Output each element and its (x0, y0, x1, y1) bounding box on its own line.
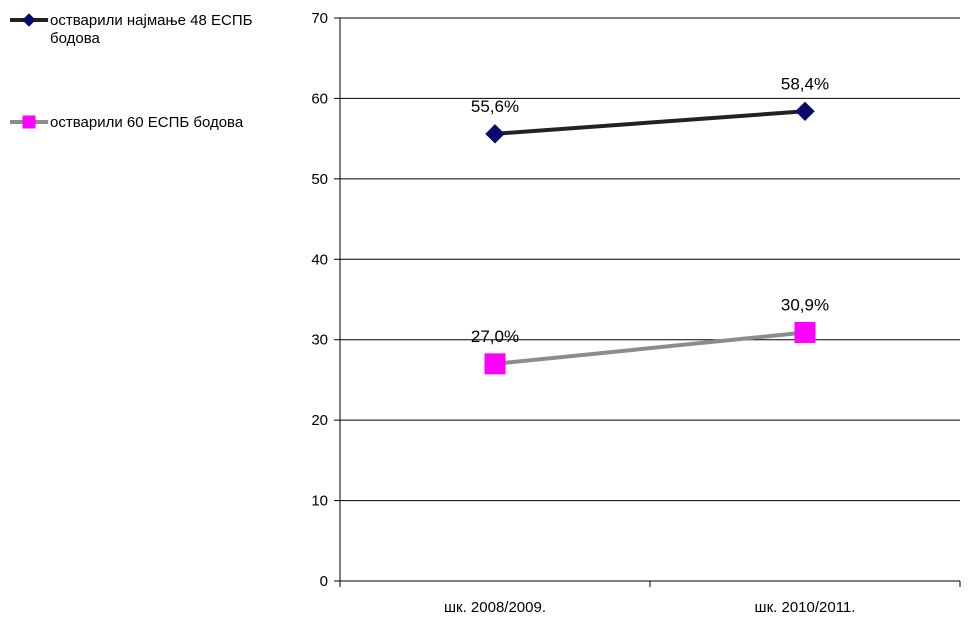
legend-marker (22, 13, 36, 27)
legend-item-2: остварили 60 ЕСПБ бодова (10, 114, 244, 131)
data-label: 30,9% (781, 295, 829, 314)
data-point (794, 321, 816, 343)
legend-marker (22, 115, 36, 129)
x-axis-ticks: шк. 2008/2009. шк. 2010/2011. (339, 581, 961, 616)
y-tick-label: 0 (320, 573, 328, 590)
legend-label: остварили 60 ЕСПБ бодова (50, 114, 244, 131)
legend-label: остварили најмање 48 ЕСПБ бодова (50, 12, 253, 47)
y-tick-label: 40 (311, 251, 328, 268)
x-tick-label: шк. 2010/2011. (755, 599, 856, 616)
y-tick-label: 10 (311, 493, 328, 510)
y-tick-label: 50 (311, 171, 328, 188)
legend: остварили најмање 48 ЕСПБ бодова остварили… (10, 12, 253, 131)
gridlines (340, 17, 960, 502)
data-label: 58,4% (781, 74, 829, 93)
data-point (484, 353, 506, 375)
axes (339, 18, 960, 582)
series-line (494, 330, 806, 366)
y-tick-label: 60 (311, 90, 328, 107)
series-line (494, 109, 806, 136)
y-tick-label: 30 (311, 332, 328, 349)
x-tick-label: шк. 2008/2009. (444, 599, 546, 616)
legend-item-1: остварили најмање 48 ЕСПБ бодова (10, 12, 253, 47)
y-tick-label: 70 (311, 10, 328, 27)
y-axis-ticks: 0 10 20 30 40 50 60 70 (311, 10, 340, 590)
data-point (795, 101, 815, 122)
data-point (485, 124, 505, 144)
data-label: 27,0% (471, 327, 519, 346)
data-label: 55,6% (471, 97, 519, 116)
series-1: 55,6% 58,4% (471, 74, 829, 144)
y-tick-label: 20 (311, 412, 328, 429)
series-group: 55,6% 58,4% 27,0% 30,9% (471, 74, 829, 375)
series-2: 27,0% 30,9% (471, 295, 829, 375)
